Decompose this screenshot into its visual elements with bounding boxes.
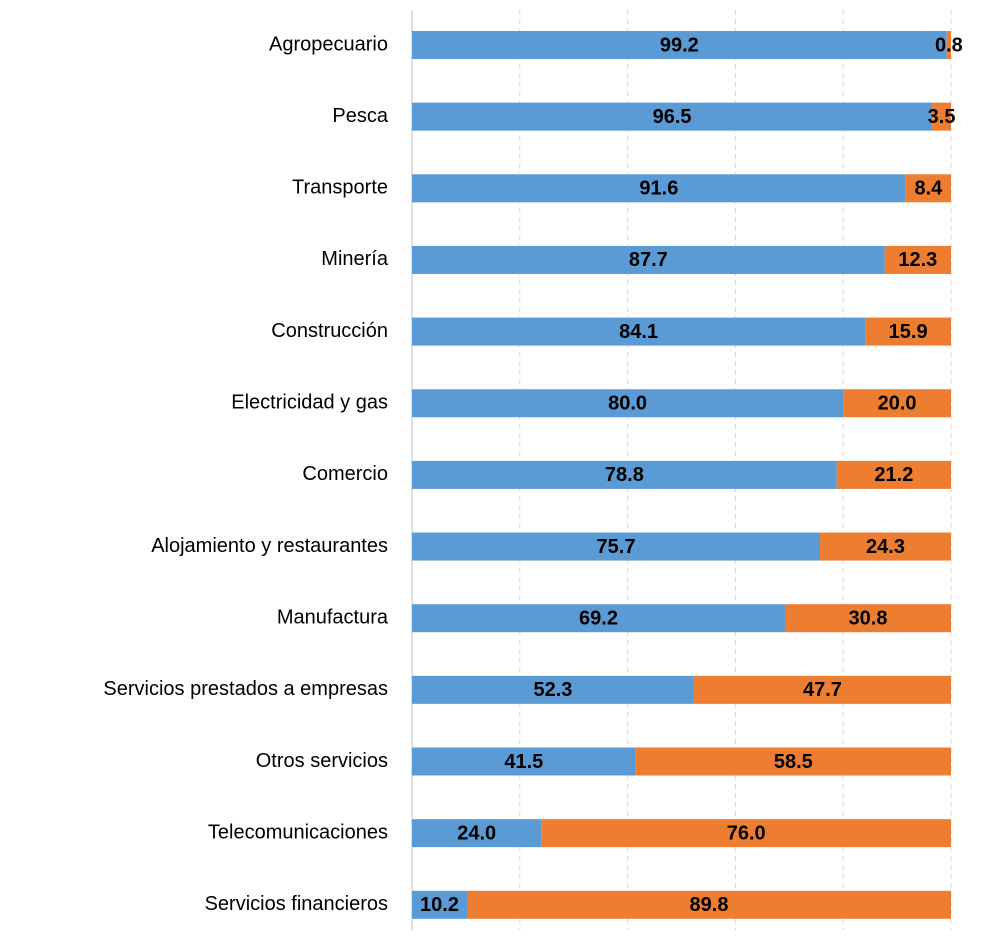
category-label: Minería <box>321 248 389 270</box>
category-label: Pesca <box>332 105 388 127</box>
category-label: Servicios prestados a empresas <box>103 678 388 700</box>
value-label: 76.0 <box>727 822 766 844</box>
bar-segment <box>784 604 951 633</box>
bar-segment <box>412 102 933 131</box>
value-label: 0.8 <box>935 34 963 56</box>
bar-segment <box>412 245 885 274</box>
bar-segment <box>541 819 951 848</box>
value-label: 58.5 <box>774 751 813 773</box>
value-label: 3.5 <box>928 106 956 128</box>
bar-segment <box>905 174 951 203</box>
category-label: Construcción <box>271 320 388 342</box>
category-label: Otros servicios <box>256 750 388 772</box>
category-label: Electricidad y gas <box>231 392 388 414</box>
value-label: 24.3 <box>866 536 905 558</box>
bar-segment <box>932 102 951 131</box>
bar-segment <box>412 31 947 59</box>
value-label: 12.3 <box>898 249 937 271</box>
category-label: Servicios financieros <box>205 893 388 915</box>
value-label: 89.8 <box>690 894 729 916</box>
category-label: Manufactura <box>277 606 389 628</box>
bar-segment <box>412 389 844 418</box>
value-label: 96.5 <box>653 106 692 128</box>
bar-segment <box>635 747 951 776</box>
bar-segment <box>412 174 906 203</box>
value-label: 24.0 <box>457 822 496 844</box>
bar-segment <box>884 245 951 274</box>
value-label: 10.2 <box>420 894 459 916</box>
value-label: 75.7 <box>597 536 636 558</box>
category-label: Agropecuario <box>269 33 388 55</box>
category-label: Transporte <box>292 177 388 199</box>
value-label: 8.4 <box>914 178 943 200</box>
value-label: 21.2 <box>874 464 913 486</box>
value-label: 69.2 <box>579 607 618 629</box>
bar-segment <box>412 747 636 776</box>
value-label: 91.6 <box>639 178 678 200</box>
bar-segment <box>946 31 951 59</box>
value-label: 78.8 <box>605 464 644 486</box>
bar-segment <box>412 890 467 919</box>
bar-segment <box>693 675 951 704</box>
bar-segment <box>412 532 821 561</box>
category-label: Comercio <box>302 463 388 485</box>
bar-segment <box>412 675 694 704</box>
value-label: 41.5 <box>504 751 543 773</box>
bar-segment <box>865 317 951 346</box>
value-label: 84.1 <box>619 321 658 343</box>
bar-segment <box>412 317 866 346</box>
value-label: 52.3 <box>533 679 572 701</box>
bar-segment <box>412 460 837 489</box>
bar-segment <box>412 819 542 848</box>
value-label: 47.7 <box>803 679 842 701</box>
category-label: Alojamiento y restaurantes <box>151 535 388 557</box>
value-label: 20.0 <box>878 393 917 415</box>
category-label: Telecomunicaciones <box>208 821 388 843</box>
value-label: 30.8 <box>849 607 888 629</box>
bar-segment <box>843 389 951 418</box>
value-label: 99.2 <box>660 34 699 56</box>
value-label: 87.7 <box>629 249 668 271</box>
bar-segment <box>412 604 785 633</box>
bar-segment <box>466 890 951 919</box>
bar-segment <box>820 532 951 561</box>
value-label: 80.0 <box>608 393 647 415</box>
bar-segment <box>836 460 951 489</box>
value-label: 15.9 <box>889 321 928 343</box>
